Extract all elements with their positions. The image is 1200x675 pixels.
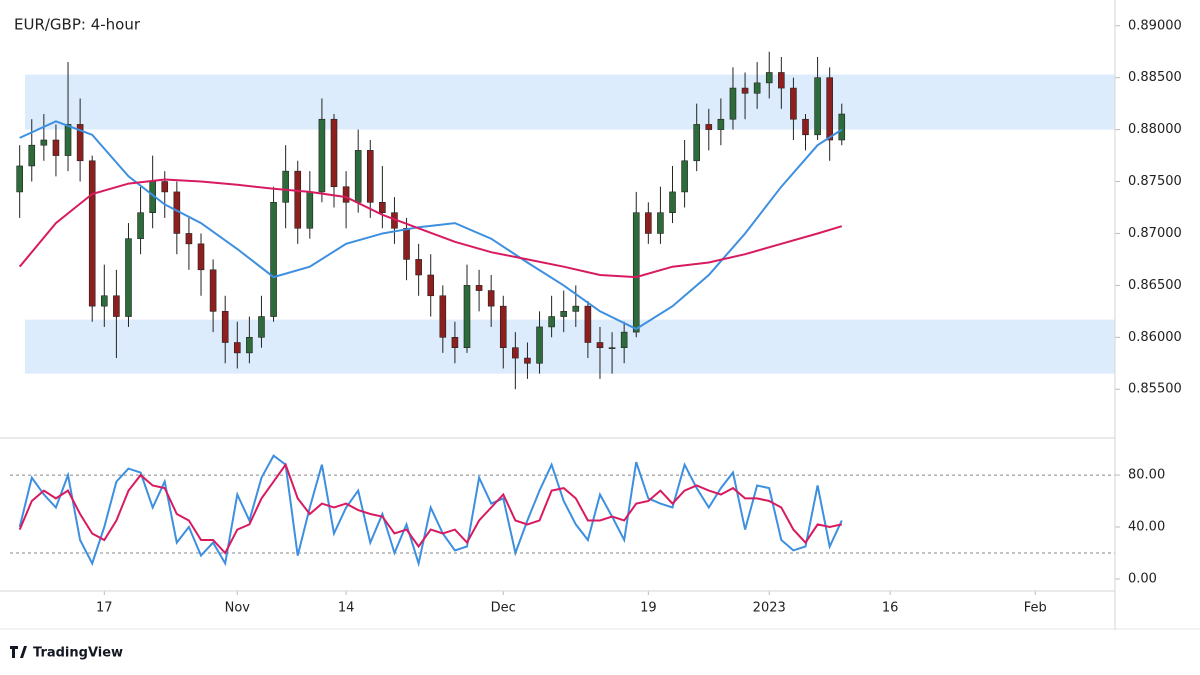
brand-name: TradingView — [33, 646, 123, 661]
y-tick-label: 0.88500 — [1128, 70, 1182, 85]
candle-body — [705, 124, 713, 130]
y-tick-label: 0.86000 — [1128, 330, 1182, 345]
candle-body — [330, 118, 338, 188]
candle-body — [40, 139, 48, 146]
candle-body — [246, 337, 253, 354]
candle-body — [185, 233, 193, 245]
logo-icon — [10, 646, 27, 658]
candle-body — [838, 113, 846, 141]
candle-body — [669, 191, 676, 213]
candle-body — [524, 357, 531, 364]
candle-body — [52, 139, 60, 156]
candle-body — [294, 170, 302, 229]
y-tick-label: 0.89000 — [1128, 18, 1182, 33]
candle-body — [608, 347, 616, 349]
indicator-line — [18, 462, 843, 555]
plot-layer: 0.85500 0.86000 0.86500 0.87000 0.87500 0.880… — [10, 18, 1182, 616]
x-tick-label: 16 — [882, 601, 899, 616]
candle-body — [113, 295, 120, 317]
candle-body — [233, 342, 241, 354]
candle-body — [536, 326, 543, 364]
candle-body — [657, 212, 664, 234]
candle-body — [16, 165, 23, 193]
candle-body — [802, 118, 809, 136]
candle-body — [741, 87, 749, 94]
candle-body — [137, 212, 144, 239]
candle-body — [282, 170, 289, 203]
x-tick-label: Dec — [491, 601, 516, 616]
candle-body — [560, 311, 568, 317]
candle-body — [620, 331, 628, 348]
candle-body — [415, 259, 422, 276]
candle-body — [717, 118, 725, 130]
candle-body — [64, 124, 72, 156]
candle-body — [548, 316, 555, 328]
candle-body — [729, 87, 737, 120]
y-tick-label: 0.00 — [1128, 571, 1157, 586]
candle-body — [366, 150, 374, 203]
zone — [25, 74, 1115, 130]
candle-body — [645, 212, 652, 234]
candle-body — [814, 77, 821, 136]
indicator-line — [18, 178, 843, 279]
chart-title: EUR/GBP: 4-hour — [14, 16, 141, 34]
candle-body — [512, 347, 519, 359]
candle-body — [475, 285, 483, 291]
y-tick-label: 40.00 — [1128, 520, 1165, 535]
candle-body — [753, 82, 761, 94]
candle-body — [209, 269, 217, 312]
candle-body — [258, 316, 265, 338]
y-tick-label: 0.85500 — [1128, 382, 1182, 397]
candle-body — [28, 144, 36, 167]
x-tick-label: 17 — [96, 601, 113, 616]
candle-body — [584, 305, 592, 343]
candle-body — [765, 72, 773, 84]
candle-body — [439, 295, 447, 338]
candle-body — [76, 124, 84, 162]
candle-body — [403, 227, 410, 260]
candle-body — [632, 212, 640, 333]
y-tick-label: 0.88000 — [1128, 122, 1182, 137]
x-tick-label: 14 — [338, 601, 355, 616]
candle-body — [342, 186, 350, 203]
brand-logo: TradingView — [10, 646, 123, 661]
x-tick-label: 19 — [640, 601, 657, 616]
candle-body — [463, 285, 471, 348]
y-tick-label: 0.87500 — [1128, 174, 1182, 189]
candle-body — [379, 202, 386, 213]
y-tick-label: 0.87000 — [1128, 226, 1182, 241]
candle-body — [427, 274, 435, 297]
candle-body — [572, 305, 580, 312]
candle-body — [354, 150, 362, 203]
candle-body — [451, 337, 459, 348]
candle-body — [161, 181, 169, 193]
x-tick-label: 2023 — [753, 601, 786, 616]
candle-body — [197, 243, 205, 271]
candle-body — [270, 202, 277, 317]
candle-body — [499, 305, 507, 348]
y-tick-label: 80.00 — [1128, 468, 1165, 483]
candle-body — [693, 124, 700, 162]
candle-body — [318, 118, 326, 193]
candle-body — [596, 342, 604, 348]
candle-body — [681, 160, 688, 193]
candle-body — [125, 238, 132, 317]
indicator-line — [19, 120, 843, 331]
candle-body — [790, 87, 797, 120]
candle-body — [826, 77, 833, 141]
candle-body — [221, 311, 229, 343]
x-tick-label: Nov — [225, 601, 251, 616]
candle-body — [88, 160, 96, 307]
x-tick-label: Feb — [1024, 601, 1047, 616]
zone — [25, 319, 1115, 374]
candle-body — [306, 191, 314, 229]
candle-body — [778, 72, 785, 89]
candle-body — [100, 295, 108, 307]
indicator-line — [18, 454, 843, 568]
y-tick-label: 0.86500 — [1128, 278, 1182, 293]
candle-body — [487, 290, 495, 307]
